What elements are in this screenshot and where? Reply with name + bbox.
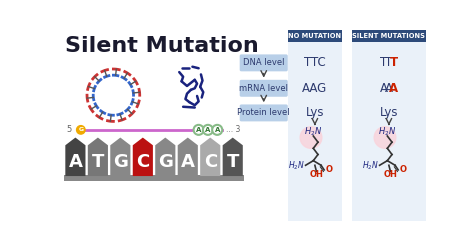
Text: Silent Mutation: Silent Mutation <box>65 36 259 56</box>
Text: G: G <box>78 127 83 132</box>
Circle shape <box>374 127 396 148</box>
FancyBboxPatch shape <box>240 104 288 121</box>
Text: NO MUTATION: NO MUTATION <box>289 33 342 39</box>
Polygon shape <box>110 138 131 176</box>
Text: DNA level: DNA level <box>243 58 284 67</box>
Polygon shape <box>178 138 198 176</box>
Polygon shape <box>133 138 153 176</box>
Text: A: A <box>181 153 195 171</box>
Text: T: T <box>92 153 104 171</box>
Text: A: A <box>385 82 393 95</box>
FancyBboxPatch shape <box>64 175 245 182</box>
Text: $H_2N$: $H_2N$ <box>304 125 323 138</box>
Circle shape <box>212 125 222 135</box>
Text: 5: 5 <box>66 125 71 134</box>
Text: T: T <box>390 56 398 69</box>
Text: T: T <box>385 56 393 69</box>
Polygon shape <box>65 138 86 176</box>
Text: G: G <box>113 153 128 171</box>
Text: A: A <box>215 127 220 133</box>
FancyBboxPatch shape <box>240 80 288 97</box>
FancyBboxPatch shape <box>352 30 426 42</box>
Text: Lys: Lys <box>380 106 398 120</box>
Text: O: O <box>400 165 407 174</box>
Text: AAG: AAG <box>302 82 327 95</box>
Text: T: T <box>227 153 239 171</box>
FancyBboxPatch shape <box>240 54 288 71</box>
Text: SILENT MUTATIONS: SILENT MUTATIONS <box>352 33 425 39</box>
Text: mRNA level: mRNA level <box>239 84 288 93</box>
Polygon shape <box>223 138 243 176</box>
Text: O: O <box>326 165 333 174</box>
FancyBboxPatch shape <box>352 42 426 221</box>
Text: Lys: Lys <box>306 106 324 120</box>
Text: C: C <box>136 153 149 171</box>
Text: A: A <box>69 153 82 171</box>
Text: $H_2N$: $H_2N$ <box>288 159 305 172</box>
Polygon shape <box>88 138 108 176</box>
Text: T: T <box>380 56 387 69</box>
Text: A: A <box>196 127 201 133</box>
Text: OH: OH <box>384 170 397 179</box>
Text: $H_2N$: $H_2N$ <box>362 159 379 172</box>
Circle shape <box>193 125 204 135</box>
Text: G: G <box>158 153 173 171</box>
Polygon shape <box>200 138 220 176</box>
Text: $H_2N$: $H_2N$ <box>378 125 396 138</box>
Text: A: A <box>380 82 388 95</box>
Text: Protein level: Protein level <box>237 108 290 117</box>
Circle shape <box>77 126 85 134</box>
Text: A: A <box>389 82 398 95</box>
FancyBboxPatch shape <box>288 30 342 42</box>
Polygon shape <box>155 138 175 176</box>
Text: OH: OH <box>309 170 324 179</box>
Text: TTC: TTC <box>304 56 326 69</box>
Circle shape <box>300 127 322 148</box>
Text: A: A <box>205 127 210 133</box>
FancyBboxPatch shape <box>288 42 342 221</box>
Text: ... 3: ... 3 <box>226 125 240 134</box>
Text: C: C <box>203 153 217 171</box>
Circle shape <box>203 125 213 135</box>
